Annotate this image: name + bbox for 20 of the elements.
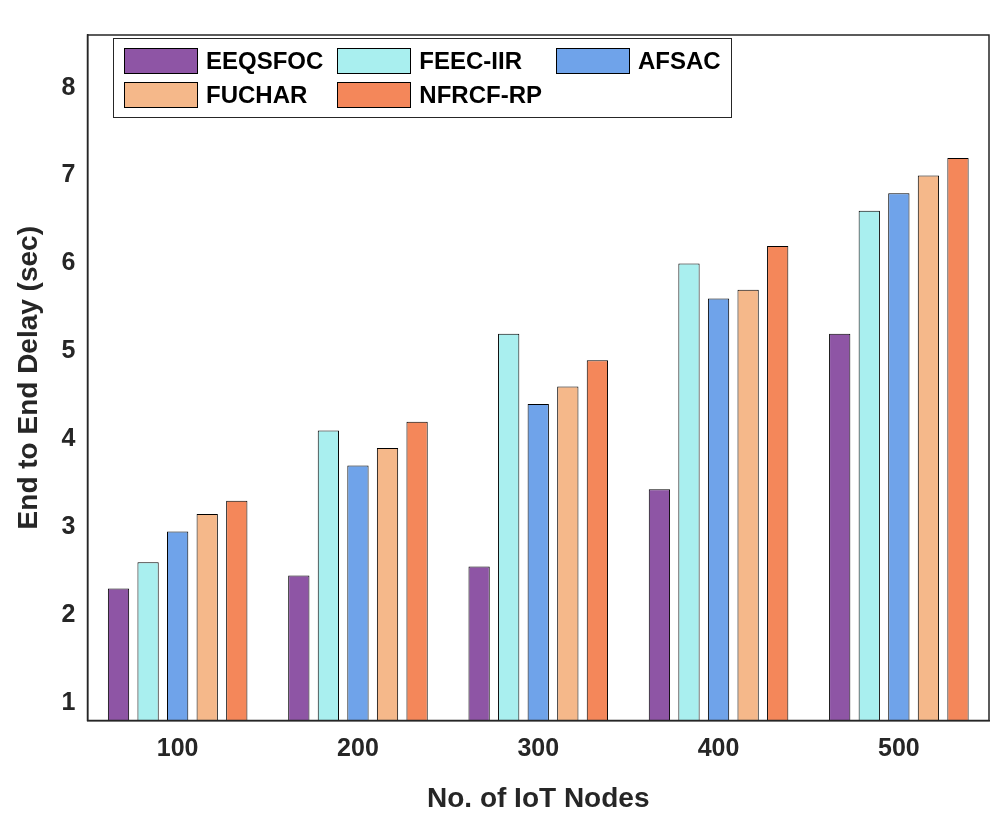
legend-label: FEEC-IIR [419, 47, 523, 75]
x-tick-label: 100 [156, 733, 199, 762]
x-axis-title: No. of IoT Nodes [427, 781, 650, 813]
x-tick-label: 400 [697, 733, 740, 762]
x-tick-label: 300 [517, 733, 560, 762]
legend-label: FUCHAR [206, 81, 308, 109]
y-tick-label: 2 [61, 598, 76, 627]
y-tick-label: 6 [61, 247, 76, 276]
x-tick-label: 200 [337, 733, 379, 762]
x-tick-label: 500 [877, 733, 920, 762]
legend-label: NFRCF-RP [419, 81, 543, 109]
legend-label: AFSAC [638, 47, 721, 75]
y-tick-label: 1 [61, 686, 76, 715]
y-tick-label: 5 [61, 335, 76, 364]
y-tick-label: 8 [61, 71, 76, 100]
y-tick-label: 3 [61, 510, 76, 539]
y-axis-title: End to End Delay (sec) [11, 226, 43, 530]
y-tick-label: 4 [61, 423, 76, 452]
legend-label: EEQSFOC [206, 47, 324, 75]
y-tick-label: 7 [61, 159, 76, 188]
